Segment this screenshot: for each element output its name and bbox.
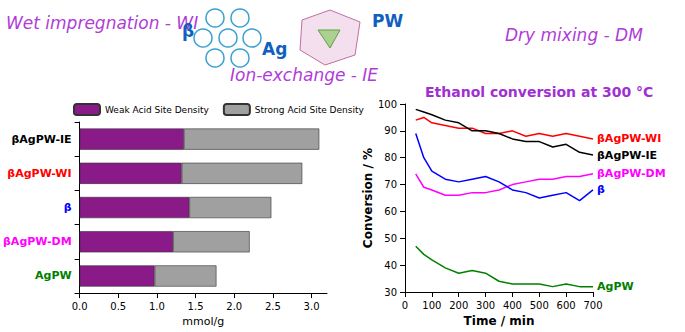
svg-text:40: 40 (384, 260, 397, 271)
svg-text:βAgPW-IE: βAgPW-IE (11, 133, 71, 146)
svg-text:100: 100 (422, 300, 441, 311)
svg-text:AgPW: AgPW (35, 269, 72, 282)
svg-text:PW: PW (372, 11, 403, 31)
svg-text:mmol/g: mmol/g (182, 315, 224, 328)
svg-text:β: β (64, 201, 72, 214)
svg-text:0.5: 0.5 (110, 301, 126, 312)
svg-text:AgPW: AgPW (597, 280, 634, 293)
svg-text:200: 200 (449, 300, 468, 311)
svg-text:Ethanol conversion at 300 °C: Ethanol conversion at 300 °C (425, 84, 653, 100)
svg-text:β: β (182, 21, 194, 41)
svg-text:Strong Acid Site Density: Strong Acid Site Density (255, 105, 365, 115)
svg-text:0.0: 0.0 (72, 301, 88, 312)
svg-text:βAgPW-WI: βAgPW-WI (7, 167, 71, 180)
svg-text:50: 50 (384, 233, 397, 244)
svg-text:0: 0 (402, 300, 408, 311)
svg-text:100: 100 (378, 99, 397, 110)
svg-text:500: 500 (530, 300, 549, 311)
svg-text:600: 600 (557, 300, 576, 311)
svg-text:Time / min: Time / min (464, 314, 535, 328)
svg-text:3.0: 3.0 (304, 301, 320, 312)
svg-text:700: 700 (583, 300, 602, 311)
svg-text:Weak Acid Site Density: Weak Acid Site Density (105, 105, 210, 115)
svg-text:βAgPW-IE: βAgPW-IE (597, 149, 657, 162)
svg-text:2.0: 2.0 (226, 301, 242, 312)
svg-text:60: 60 (384, 206, 397, 217)
svg-text:Conversion / %: Conversion / % (361, 148, 375, 248)
svg-text:70: 70 (384, 179, 397, 190)
svg-text:βAgPW-DM: βAgPW-DM (3, 235, 72, 248)
svg-text:30: 30 (384, 287, 397, 298)
svg-text:Ion-exchange - IE: Ion-exchange - IE (230, 65, 378, 85)
svg-text:300: 300 (476, 300, 495, 311)
svg-text:β: β (597, 183, 605, 196)
svg-text:1.0: 1.0 (149, 301, 165, 312)
svg-text:Ag: Ag (262, 39, 287, 59)
svg-text:βAgPW-DM: βAgPW-DM (597, 167, 666, 180)
svg-text:Wet impregnation - WI: Wet impregnation - WI (6, 13, 198, 33)
svg-text:2.5: 2.5 (265, 301, 281, 312)
svg-text:1.5: 1.5 (188, 301, 204, 312)
svg-text:βAgPW-WI: βAgPW-WI (597, 132, 661, 145)
svg-text:90: 90 (384, 125, 397, 136)
svg-text:80: 80 (384, 152, 397, 163)
svg-text:400: 400 (503, 300, 522, 311)
svg-text:Dry mixing - DM: Dry mixing - DM (505, 25, 643, 45)
